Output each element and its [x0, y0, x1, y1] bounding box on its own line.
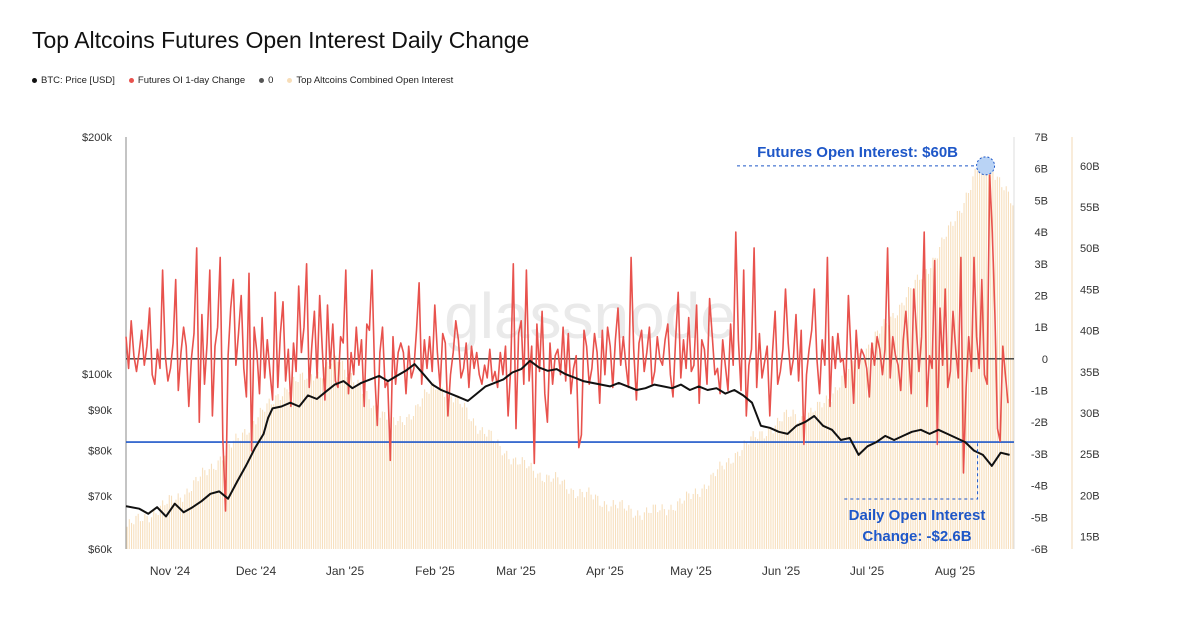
oi-change-tick-label: -1B [1031, 386, 1048, 398]
left-axis-ticks: $200k $100k $90k $80k $70k $60k [82, 132, 112, 556]
open-interest-tick-label: 40B [1080, 326, 1100, 338]
oi-change-tick-label: 1B [1035, 322, 1048, 334]
legend-label-open-interest: Top Altcoins Combined Open Interest [296, 75, 454, 86]
x-tick-label: Aug '25 [935, 564, 976, 578]
oi-change-tick-label: 7B [1035, 132, 1048, 144]
oi-change-series [125, 174, 1009, 512]
x-tick-label: May '25 [670, 564, 712, 578]
oi-change-tick-label: 2B [1035, 290, 1048, 302]
oi-change-tick-label: 3B [1035, 259, 1048, 271]
price-tick-label: $100k [82, 369, 112, 381]
open-interest-tick-label: 20B [1080, 490, 1100, 502]
oi-change-tick-label: -2B [1031, 417, 1048, 429]
open-interest-tick-label: 55B [1080, 202, 1100, 214]
x-tick-label: Mar '25 [496, 564, 536, 578]
oi-change-tick-label: -5B [1031, 512, 1048, 524]
open-interest-tick-label: 45B [1080, 284, 1100, 296]
right-axis-ticks: 60B 55B 50B 45B 40B 35B 30B 25B 20B 15B [1080, 161, 1100, 544]
open-interest-tick-label: 60B [1080, 161, 1100, 173]
legend-label-btc-price: BTC: Price [USD] [41, 75, 115, 86]
annotation-change-label-line1: Daily Open Interest [849, 507, 986, 524]
oi-change-tick-label: 6B [1035, 164, 1048, 176]
annotations: Futures Open Interest: $60B Daily Open I… [737, 144, 996, 545]
annotation-change-label-line2: Change: -$2.6B [862, 528, 971, 545]
oi-change-tick-label: 0 [1042, 354, 1048, 366]
legend-item-zero[interactable]: 0 [259, 75, 273, 86]
annotation-oi-label: Futures Open Interest: $60B [757, 144, 958, 161]
x-tick-label: Jan '25 [326, 564, 365, 578]
legend-dot-zero [259, 78, 265, 83]
legend-item-open-interest[interactable]: Top Altcoins Combined Open Interest [287, 75, 453, 86]
x-tick-label: Jul '25 [850, 564, 885, 578]
legend-dot-btc-price [32, 78, 37, 83]
btc-price-line [125, 359, 1010, 518]
open-interest-tick-label: 25B [1080, 449, 1100, 461]
annotation-change-leader [844, 443, 979, 500]
legend-item-btc-price[interactable]: BTC: Price [USD] [32, 75, 115, 86]
x-tick-label: Apr '25 [586, 564, 624, 578]
oi-change-tick-label: -6B [1031, 544, 1048, 556]
legend-item-oi-change[interactable]: Futures OI 1-day Change [128, 75, 246, 86]
open-interest-tick-label: 30B [1080, 408, 1100, 420]
price-tick-label: $80k [88, 446, 112, 458]
legend-label-oi-change: Futures OI 1-day Change [137, 75, 246, 86]
oi-change-tick-label: 4B [1035, 227, 1048, 239]
middle-axis-ticks: 7B 6B 5B 4B 3B 2B 1B 0 -1B -2B -3B -4B -5B -6B [1031, 132, 1048, 556]
watermark: glassnode [444, 280, 736, 352]
legend-dot-oi-change [128, 78, 134, 83]
annotation-oi-marker [976, 156, 996, 176]
price-tick-label: $60k [88, 544, 112, 556]
open-interest-tick-label: 35B [1080, 367, 1100, 379]
x-tick-label: Jun '25 [762, 564, 801, 578]
x-tick-label: Dec '24 [236, 564, 277, 578]
price-tick-label: $200k [82, 132, 112, 144]
x-tick-label: Nov '24 [150, 564, 191, 578]
oi-change-tick-label: 5B [1035, 195, 1048, 207]
legend-dot-open-interest [287, 78, 293, 83]
oi-change-tick-label: -4B [1031, 481, 1048, 493]
price-tick-label: $70k [88, 491, 112, 503]
x-tick-label: Feb '25 [415, 564, 455, 578]
btc-price-series [125, 359, 1010, 518]
oi-change-tick-label: -3B [1031, 449, 1048, 461]
legend: BTC: Price [USD] Futures OI 1-day Change… [32, 75, 453, 86]
chart-title: Top Altcoins Futures Open Interest Daily… [32, 27, 530, 53]
open-interest-tick-label: 50B [1080, 243, 1100, 255]
legend-label-zero: 0 [268, 75, 274, 86]
open-interest-tick-label: 15B [1080, 532, 1100, 544]
x-axis-ticks: Nov '24 Dec '24 Jan '25 Feb '25 Mar '25 Apr '… [150, 564, 976, 578]
oi-change-line [125, 174, 1009, 512]
price-tick-label: $90k [88, 405, 112, 417]
